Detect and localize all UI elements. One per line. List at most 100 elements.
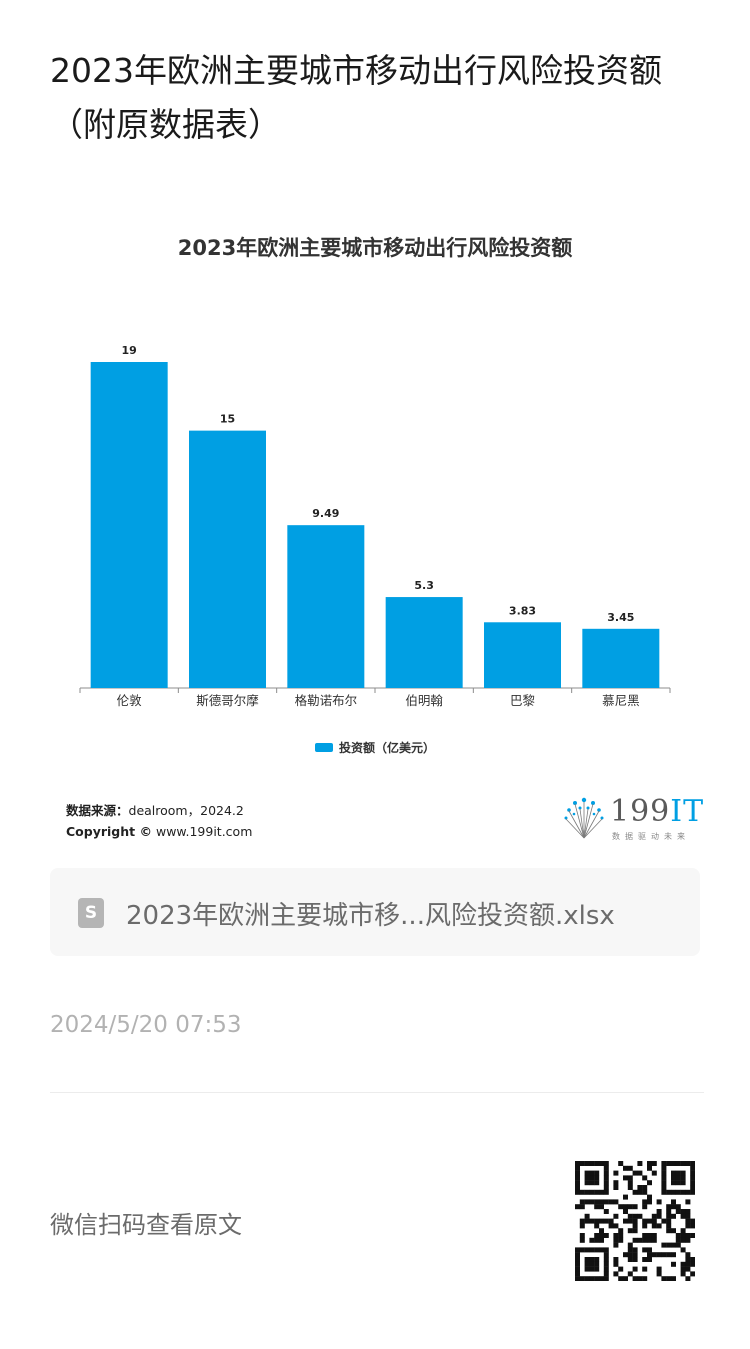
qr-module	[675, 1180, 681, 1186]
qr-module	[656, 1199, 662, 1205]
qr-module	[685, 1257, 691, 1262]
qr-module	[589, 1257, 595, 1262]
qr-module	[575, 1252, 580, 1258]
qr-module	[661, 1218, 667, 1224]
qr-module	[642, 1199, 648, 1205]
qr-module	[618, 1228, 624, 1234]
qr-module	[642, 1204, 648, 1210]
qr-module	[579, 1218, 585, 1224]
qr-module	[623, 1252, 628, 1258]
qr-module	[647, 1165, 652, 1171]
source-text: dealroom，2024.2	[128, 803, 244, 818]
brand-logo: 199IT 数据驱动未来	[560, 794, 703, 844]
qr-module	[661, 1252, 667, 1258]
qr-module	[690, 1161, 695, 1166]
qr-module	[690, 1180, 695, 1186]
qr-module	[575, 1161, 580, 1166]
qr-module	[584, 1213, 590, 1219]
article-title: 2023年欧洲主要城市移动出行风险投资额（附原数据表）	[50, 51, 662, 144]
bar-0	[90, 362, 168, 688]
brand-tagline: 数据驱动未来	[612, 832, 690, 841]
qr-module	[589, 1170, 595, 1176]
qr-module	[632, 1223, 638, 1229]
qr-module	[575, 1257, 580, 1262]
qr-module	[661, 1170, 667, 1176]
qr-module	[680, 1233, 686, 1238]
qr-module	[690, 1165, 695, 1171]
qr-module	[632, 1247, 638, 1253]
qr-module	[579, 1237, 585, 1243]
qr-module	[666, 1209, 672, 1214]
qr-module	[613, 1185, 619, 1190]
qr-module	[613, 1242, 619, 1248]
qr-module	[651, 1213, 657, 1219]
qr-module	[627, 1175, 633, 1181]
qr-module	[608, 1223, 614, 1229]
qr-module	[632, 1237, 638, 1243]
qr-module	[599, 1204, 604, 1210]
qr-module	[690, 1175, 695, 1181]
qr-module	[666, 1213, 672, 1219]
qr-module	[603, 1247, 609, 1253]
qr-module	[584, 1180, 590, 1186]
qr-module	[637, 1189, 643, 1195]
publish-timestamp: 2024/5/20 07:53	[50, 1012, 242, 1038]
qr-module	[589, 1161, 595, 1166]
qr-module	[579, 1199, 585, 1205]
qr-module	[656, 1271, 662, 1277]
qr-module	[637, 1213, 643, 1219]
qr-module	[575, 1175, 580, 1181]
qr-module	[656, 1213, 662, 1219]
qr-module	[603, 1170, 609, 1176]
qr-module	[627, 1180, 633, 1186]
qr-module	[685, 1209, 691, 1214]
qr-module	[603, 1189, 609, 1195]
qr-module	[584, 1175, 590, 1181]
qr-module	[613, 1237, 619, 1243]
qr-module	[685, 1189, 691, 1195]
qr-module	[594, 1161, 600, 1166]
qr-module	[623, 1165, 628, 1171]
chart-title: 2023年欧洲主要城市移动出行风险投资额	[177, 236, 573, 260]
qr-module	[680, 1175, 686, 1181]
qr-module	[685, 1213, 691, 1219]
qr-module	[627, 1185, 633, 1190]
qr-module	[618, 1161, 624, 1166]
qr-module	[579, 1276, 585, 1281]
qr-module	[603, 1257, 609, 1262]
qr-module	[584, 1170, 590, 1176]
qr-module	[589, 1266, 595, 1272]
qr-module	[627, 1218, 633, 1224]
qr-module	[651, 1170, 657, 1176]
qr-module	[594, 1247, 600, 1253]
qr-module	[575, 1204, 580, 1210]
qr-module	[690, 1223, 695, 1229]
qr-module	[651, 1161, 657, 1166]
qr-code-icon[interactable]	[575, 1161, 695, 1281]
qr-module	[642, 1247, 648, 1253]
qr-module	[690, 1261, 695, 1267]
qr-module	[637, 1276, 643, 1281]
qr-module	[603, 1252, 609, 1258]
qr-module	[661, 1161, 667, 1166]
qr-module	[613, 1170, 619, 1176]
qr-module	[589, 1276, 595, 1281]
qr-module	[666, 1252, 672, 1258]
qr-module	[675, 1175, 681, 1181]
qr-module	[613, 1257, 619, 1262]
qr-module	[671, 1175, 676, 1181]
qr-module	[603, 1233, 609, 1238]
qr-module	[603, 1161, 609, 1166]
qr-module	[594, 1261, 600, 1267]
data-source: 数据来源：dealroom，2024.2 Copyright © www.199…	[66, 800, 252, 842]
qr-module	[632, 1213, 638, 1219]
qr-module	[599, 1189, 604, 1195]
qr-module	[656, 1266, 662, 1272]
qr-module	[661, 1185, 667, 1190]
qr-module	[642, 1223, 648, 1229]
qr-module	[642, 1233, 648, 1238]
qr-module	[690, 1257, 695, 1262]
qr-module	[575, 1170, 580, 1176]
attachment-file-card[interactable]: S 2023年欧洲主要城市移...风险投资额.xlsx	[50, 868, 700, 956]
qr-module	[618, 1233, 624, 1238]
